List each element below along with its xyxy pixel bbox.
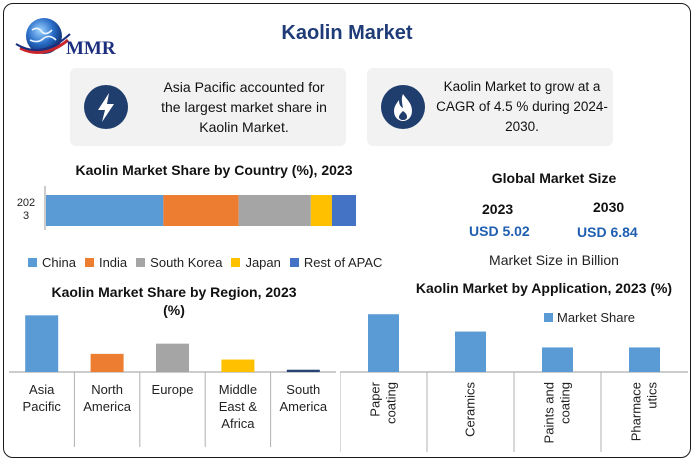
tick-label-europe: Europe — [152, 382, 194, 397]
category-label: 202 — [17, 197, 35, 209]
market-size-2030-value: USD 6.84 — [577, 224, 638, 240]
tick-label-middle-east-africa: Africa — [221, 416, 255, 431]
tick-label-north-america: America — [83, 399, 131, 414]
bar-asia-pacific — [25, 315, 59, 372]
tick-label-paper-coating: coating — [384, 382, 399, 424]
market-size-2023-value: USD 5.02 — [469, 223, 530, 239]
bar-segment-india — [163, 195, 239, 226]
legend-label: Rest of APAC — [303, 255, 383, 270]
market-size-unit-note: Market Size in Billion — [489, 252, 619, 268]
globe-icon — [15, 18, 71, 54]
page-title: Kaolin Market — [281, 22, 413, 44]
application-bar-chart: Paper coating Ceramics Paints and coating Pha… — [340, 310, 688, 452]
tick-label-asia-pacific: Asia — [29, 382, 55, 397]
bar-north-america — [90, 353, 124, 372]
info-card-text-2: Kaolin Market to grow at a CAGR of 4.5 %… — [433, 77, 611, 137]
tick-label-pharmaceutics: Pharmace — [629, 382, 644, 441]
region-bar-chart: Asia Pacific North America Europe Middle East … — [9, 315, 336, 447]
country-legend: China India South Korea Japan Rest of AP… — [28, 255, 391, 270]
tick-label-middle-east-africa: Middle — [219, 382, 257, 397]
legend-swatch — [231, 258, 241, 267]
info-card-cagr: Kaolin Market to grow at a CAGR of 4.5 %… — [367, 68, 613, 146]
tick-label-ceramics: Ceramics — [463, 382, 478, 437]
legend-label: China — [42, 255, 76, 270]
legend-item-japan: Japan — [231, 255, 281, 270]
card-line: Kaolin Market to grow at a — [443, 79, 601, 94]
info-card-text-1: Asia Pacific accounted for the largest m… — [146, 77, 342, 137]
bar-south-america — [286, 369, 320, 372]
flame-icon — [381, 85, 425, 129]
bar-paper-coating — [368, 314, 399, 372]
region-chart-title: Kaolin Market Share by Region, 2023 (%) — [24, 283, 324, 319]
bar-segment-rest-of-apac — [331, 195, 356, 226]
title-line: Kaolin Market Share by Region, 2023 — [51, 284, 297, 300]
infographic-frame: MMR Kaolin Market Asia Pacific accounted… — [3, 3, 691, 458]
legend-label: India — [98, 255, 128, 270]
tick-label-north-america: North — [91, 382, 123, 397]
legend-swatch — [544, 313, 553, 322]
year-2030-label: 2030 — [593, 199, 625, 215]
legend-swatch — [136, 258, 146, 267]
legend-item-rest-of-apac: Rest of APAC — [289, 255, 383, 270]
tick-label-south-america: South — [286, 382, 320, 397]
card-line: Kaolin Market. — [199, 119, 289, 135]
card-line: the largest market share in — [161, 99, 327, 115]
year-2023-label: 2023 — [482, 201, 514, 217]
title-line: (%) — [163, 302, 185, 318]
tick-label-paints-and-coating: coating — [558, 382, 573, 424]
tick-label-south-america: America — [279, 399, 327, 414]
legend-swatch — [28, 258, 37, 267]
category-label: 3 — [23, 210, 29, 222]
tick-label-asia-pacific: Pacific — [23, 399, 62, 414]
bar-paints-and-coating — [542, 347, 573, 372]
bar-europe — [156, 343, 189, 372]
legend-swatch — [289, 258, 299, 267]
application-chart-title: Kaolin Market by Application, 2023 (%) — [415, 280, 673, 296]
country-stacked-bar-chart: 202 3 — [17, 186, 356, 230]
tick-label-middle-east-africa: East & — [219, 399, 258, 414]
bar-segment-china — [46, 195, 164, 226]
card-line: 2030. — [505, 119, 539, 134]
global-market-size-title: Global Market Size — [491, 170, 617, 186]
bar-pharmaceutics — [629, 347, 660, 372]
bar-ceramics — [455, 331, 486, 372]
bar-segment-japan — [310, 195, 332, 226]
tick-label-pharmaceutics: utics — [645, 382, 660, 409]
legend-item-china: China — [28, 255, 76, 270]
tick-label-paints-and-coating: Paints and — [542, 382, 557, 443]
bar-middle-east-africa — [221, 359, 255, 372]
info-card-asia-pacific: Asia Pacific accounted for the largest m… — [70, 68, 346, 146]
legend-label: Japan — [245, 255, 281, 270]
legend-label: South Korea — [150, 255, 223, 270]
legend-swatch — [84, 258, 94, 267]
card-line: CAGR of 4.5 % during 2024- — [436, 99, 608, 114]
tick-label-paper-coating: Paper — [368, 381, 383, 416]
application-legend: Market Share — [544, 310, 635, 325]
bar-segment-south-korea — [238, 195, 311, 226]
legend-item-south-korea: South Korea — [136, 255, 222, 270]
legend-item-india: India — [84, 255, 128, 270]
mmr-logo — [14, 12, 126, 62]
country-chart-title: Kaolin Market Share by Country (%), 2023 — [75, 162, 353, 178]
card-line: Asia Pacific accounted for — [163, 79, 325, 95]
lightning-icon — [84, 85, 128, 129]
legend-label-market-share: Market Share — [557, 310, 635, 325]
logo-text: MMR — [66, 38, 116, 59]
